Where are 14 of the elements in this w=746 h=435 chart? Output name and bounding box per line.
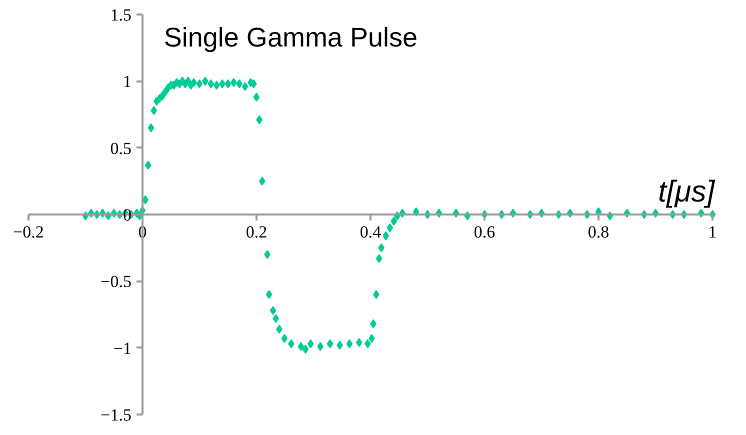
y-tick-label: 1.5 [110,6,132,24]
x-tick-label: 0.8 [588,222,610,242]
chart-title: Single Gamma Pulse [164,22,418,52]
x-axis-title: t[μs] [658,176,716,208]
y-tick-label: −1.5 [100,406,132,424]
y-tick-label: −1 [113,338,132,358]
x-tick-label: 1 [708,222,717,242]
x-tick-label: 0.4 [360,222,382,242]
y-tick-label: 0.5 [110,138,132,158]
y-tick-label: −0.5 [100,272,132,292]
x-tick-label: 0.2 [246,222,268,242]
x-tick-label: 0.6 [474,222,496,242]
x-tick-label: −0.2 [13,222,44,242]
y-tick-label: 1 [122,72,132,92]
